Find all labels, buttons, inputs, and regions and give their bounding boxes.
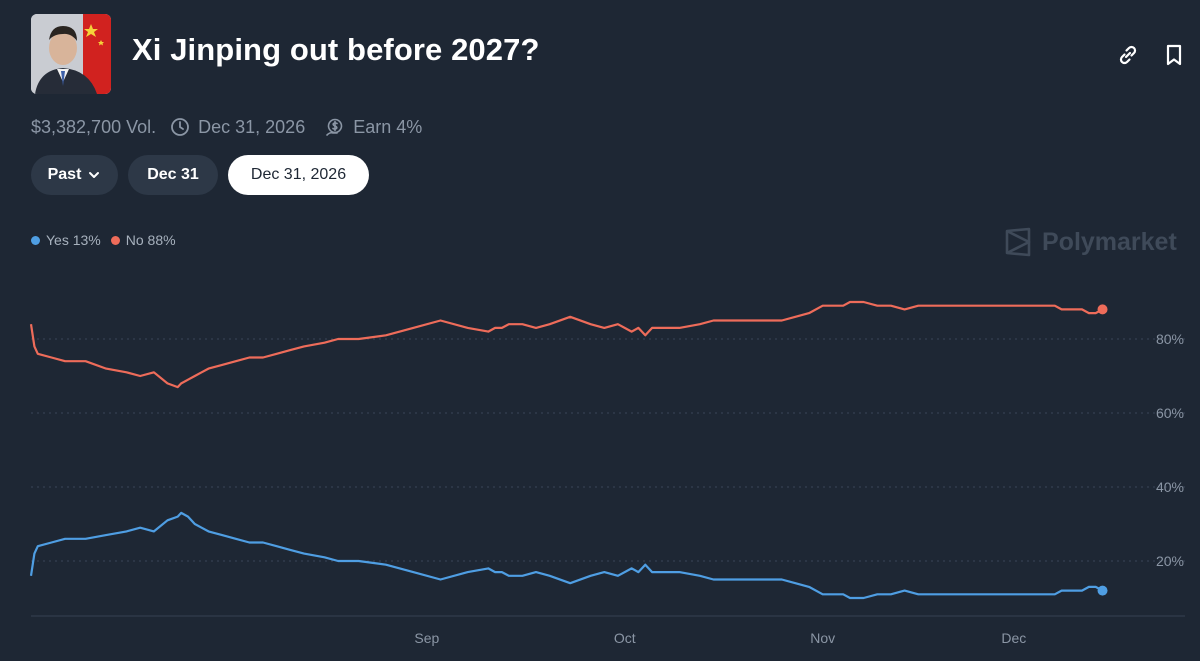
bookmark-button[interactable] — [1161, 42, 1187, 68]
y-axis-ticks: 20% 40% 60% 80% — [1156, 331, 1184, 569]
legend-no-dot — [110, 235, 120, 245]
market-meta: $3,382,700 Vol. Dec 31, 2026 Earn 4% — [31, 114, 422, 140]
chart-legend: Yes 13% No 88% — [31, 232, 186, 248]
earn-text: Earn 4% — [353, 116, 423, 137]
copy-link-button[interactable] — [1115, 42, 1141, 68]
end-date: Dec 31, 2026 — [170, 117, 305, 138]
earn-coin-icon — [326, 118, 343, 136]
clock-icon — [171, 118, 190, 136]
polymarket-watermark: Polymarket — [1004, 226, 1177, 258]
y-tick-label: 40% — [1156, 479, 1184, 495]
dec31-2026-filter-label: Dec 31, 2026 — [250, 166, 347, 183]
past-filter-button[interactable]: Past — [31, 155, 118, 195]
x-axis-ticks: Sep Oct Nov Dec — [414, 630, 1026, 646]
polymarket-watermark-text: Polymarket — [1042, 227, 1177, 256]
end-date-text: Dec 31, 2026 — [198, 116, 306, 137]
market-title: Xi Jinping out before 2027? — [132, 32, 540, 67]
portrait-with-flag-icon — [31, 14, 111, 94]
x-tick-label: Oct — [614, 630, 636, 646]
series-line-yes — [29, 511, 1104, 600]
past-filter-label: Past — [47, 166, 82, 183]
bookmark-icon — [1166, 44, 1182, 66]
chart-series — [29, 300, 1108, 600]
series-endpoint-yes — [1097, 585, 1108, 596]
series-endpoint-no — [1097, 304, 1108, 315]
dec31-filter-label: Dec 31 — [147, 166, 199, 183]
chevron-down-icon — [89, 172, 100, 178]
x-tick-label: Nov — [810, 630, 835, 646]
legend-yes-dot — [31, 235, 40, 245]
dec31-2026-filter-button[interactable]: Dec 31, 2026 — [228, 155, 369, 195]
y-tick-label: 80% — [1156, 331, 1184, 347]
y-tick-label: 20% — [1156, 553, 1184, 569]
legend-no-label: No 88% — [125, 232, 176, 248]
polymarket-logo-icon — [1005, 227, 1031, 257]
series-line-no — [29, 300, 1104, 389]
legend-yes-label: Yes 13% — [46, 232, 101, 248]
link-icon — [1119, 45, 1137, 65]
chart-grid — [31, 338, 1185, 562]
x-tick-label: Sep — [414, 630, 439, 646]
earn-badge[interactable]: Earn 4% — [325, 117, 422, 138]
legend-no: No 88% — [110, 232, 176, 248]
legend-yes: Yes 13% — [31, 232, 101, 248]
dec31-filter-button[interactable]: Dec 31 — [128, 155, 218, 195]
y-tick-label: 60% — [1156, 405, 1184, 421]
x-tick-label: Dec — [1001, 630, 1026, 646]
market-avatar — [31, 14, 111, 94]
volume-text: $3,382,700 Vol. — [31, 116, 157, 137]
